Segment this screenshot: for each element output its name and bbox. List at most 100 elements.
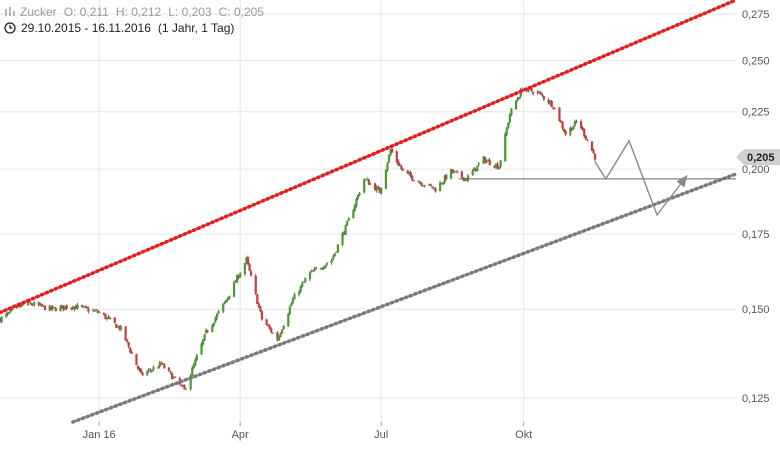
- candle-body: [549, 101, 552, 104]
- candle-body: [570, 127, 573, 131]
- candle-body: [336, 244, 339, 253]
- y-tick-label: 0,125: [742, 393, 770, 405]
- candle-body: [460, 171, 463, 178]
- candle-body: [215, 313, 219, 319]
- candle-body: [335, 251, 338, 253]
- candle-body: [504, 134, 507, 162]
- candle-body: [494, 164, 498, 168]
- candle-body: [516, 98, 519, 101]
- candle-body: [214, 317, 217, 323]
- candle-body: [487, 160, 490, 162]
- candle-body: [124, 326, 127, 341]
- candle-body: [236, 275, 239, 283]
- candle-body: [129, 347, 132, 353]
- candle-body: [389, 149, 392, 156]
- last-price-label: 0,205: [747, 152, 775, 164]
- candle-body: [324, 264, 327, 268]
- candle-body: [550, 100, 553, 107]
- candle-body: [59, 306, 62, 312]
- candle-body: [232, 282, 236, 297]
- candle-body: [250, 271, 253, 276]
- candle-body: [170, 373, 174, 380]
- candle-body: [73, 306, 76, 310]
- candle-body: [256, 294, 259, 304]
- candle-body: [409, 172, 412, 177]
- candle-body: [105, 317, 109, 320]
- candle-body: [50, 305, 53, 310]
- y-tick-label: 0,250: [742, 55, 770, 67]
- candle-body: [431, 186, 434, 189]
- candle-body: [304, 278, 307, 282]
- candle-body: [246, 257, 250, 264]
- candle-body: [496, 163, 499, 169]
- candle-body: [547, 99, 550, 104]
- candle-body: [593, 153, 597, 160]
- candle-body: [43, 305, 47, 311]
- candle-body: [325, 263, 329, 265]
- x-tick-label: Okt: [515, 429, 532, 441]
- candle-body: [434, 188, 437, 192]
- candle-body: [333, 253, 336, 257]
- candle-body: [8, 312, 11, 314]
- candle-body: [552, 107, 555, 109]
- candle-body: [146, 371, 149, 375]
- candle-body: [584, 135, 587, 140]
- candle-body: [5, 313, 8, 317]
- candle-body: [157, 367, 160, 369]
- candle-body: [564, 130, 567, 135]
- y-tick-label: 0,225: [742, 107, 770, 119]
- candle-body: [586, 140, 589, 142]
- candle-body: [485, 160, 488, 163]
- candle-body: [149, 369, 152, 371]
- candle-body: [184, 388, 188, 390]
- candle-body: [315, 267, 318, 269]
- candle-body: [542, 96, 546, 100]
- candle-body: [160, 362, 163, 364]
- candle-body: [6, 312, 9, 315]
- candle-body: [33, 302, 36, 306]
- candle-body: [74, 306, 78, 309]
- candle-body: [265, 319, 268, 326]
- candle-body: [477, 163, 480, 165]
- candle-body: [259, 306, 262, 312]
- candle-body: [113, 317, 116, 324]
- candle-body: [400, 165, 403, 169]
- candle-body: [287, 313, 290, 327]
- candle-body: [322, 267, 326, 269]
- candle-body: [228, 295, 231, 299]
- candle-body: [411, 175, 414, 181]
- candle-body: [344, 224, 347, 235]
- candle-body: [514, 100, 518, 110]
- candle-body: [254, 275, 257, 294]
- candle-body: [466, 175, 470, 181]
- candle-body: [180, 385, 183, 387]
- candle-body: [226, 297, 229, 301]
- period-interval: (1 Jahr, 1 Tag): [157, 21, 235, 35]
- candle-body: [281, 329, 284, 334]
- candle-body: [499, 160, 502, 168]
- candle-body: [412, 180, 415, 182]
- candle-body: [248, 264, 251, 271]
- candle-body: [116, 326, 119, 328]
- candle-body: [130, 352, 133, 354]
- candle-body: [440, 183, 443, 185]
- candle-body: [590, 141, 594, 151]
- candle-body: [451, 169, 454, 173]
- candle-body: [271, 332, 274, 334]
- candle-body: [442, 182, 445, 185]
- candle-body: [82, 306, 85, 308]
- clock-icon: [4, 22, 16, 34]
- candle-body: [245, 257, 248, 263]
- candle-body: [192, 364, 195, 369]
- candle-body: [201, 339, 205, 345]
- candle-body: [211, 324, 214, 333]
- candle-body: [234, 281, 237, 283]
- candle-body: [118, 325, 121, 330]
- last-price-tag: [736, 149, 780, 166]
- candle-body: [352, 210, 355, 219]
- candle-body: [20, 304, 23, 307]
- candle-body: [473, 167, 476, 172]
- candle-body: [366, 179, 369, 181]
